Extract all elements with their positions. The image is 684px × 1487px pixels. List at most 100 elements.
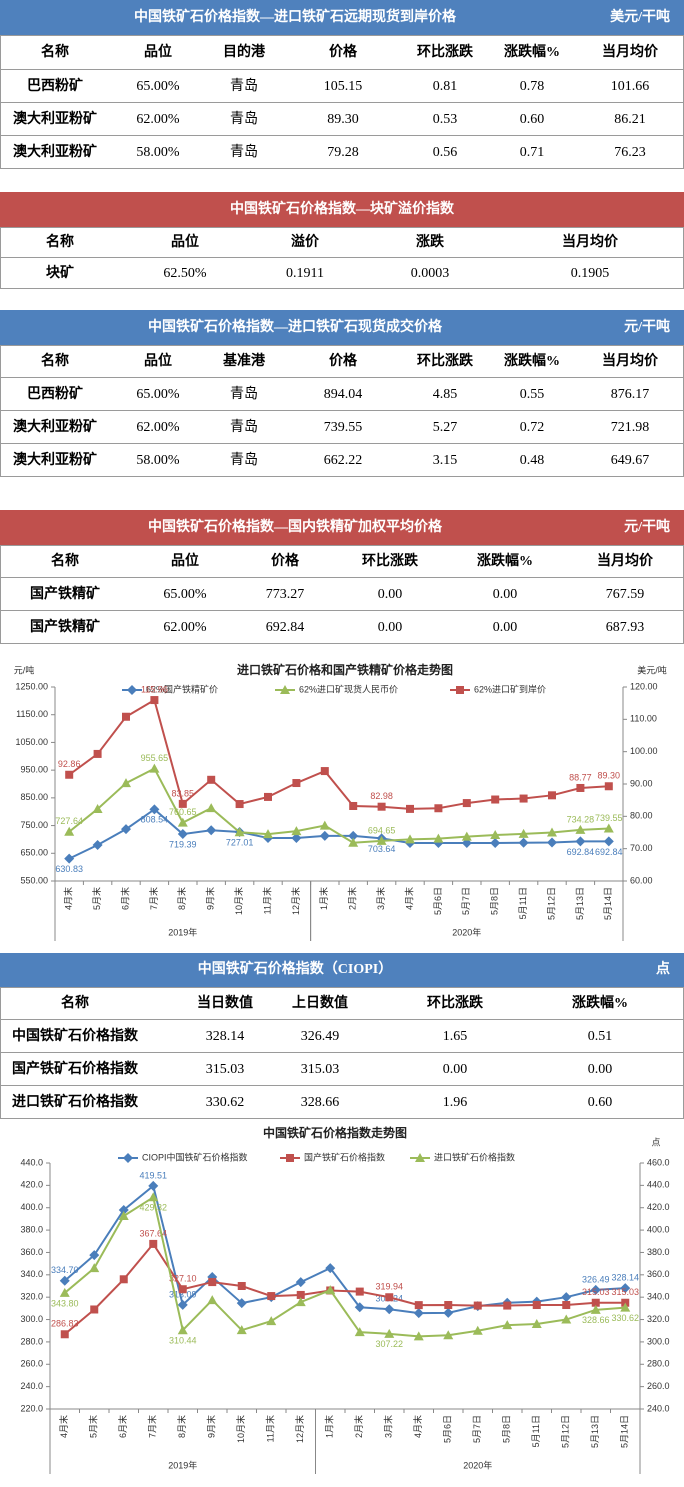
table: 中国铁矿石价格指数（CIOPI） 点名称 当日数值 上日数值 环比涨跌 涨跌幅% 中国铁矿石… xyxy=(0,953,684,1119)
x-tick-label: 5月末 xyxy=(88,1415,99,1438)
marker xyxy=(148,1192,159,1202)
cell: 65.00% xyxy=(136,79,180,94)
marker xyxy=(177,829,188,840)
cell: 0.00 xyxy=(442,1062,468,1077)
legend-label: 进口铁矿石价格指数 xyxy=(434,1151,515,1162)
data-label: 703.64 xyxy=(368,844,396,854)
marker xyxy=(266,1316,277,1326)
table-title: 中国铁矿石价格指数—国内铁精矿加权平均价格 xyxy=(148,520,442,535)
data-label: 82.98 xyxy=(370,791,393,801)
marker xyxy=(119,1275,128,1284)
column-header: 目的港 xyxy=(223,45,265,60)
y-tick-label: 950.00 xyxy=(20,765,48,775)
marker xyxy=(64,853,75,864)
legend-label: CIOPI中国铁矿石价格指数 xyxy=(142,1151,248,1162)
marker xyxy=(576,783,585,792)
marker xyxy=(377,802,386,811)
cell: 0.60 xyxy=(587,1095,613,1110)
cell: 692.84 xyxy=(265,620,305,635)
marker xyxy=(385,1293,394,1302)
data-label: 808.54 xyxy=(141,815,169,825)
marker xyxy=(264,792,272,801)
column-header: 名称 xyxy=(61,996,89,1011)
marker xyxy=(92,803,103,813)
marker xyxy=(456,686,464,694)
y-axis-label: 元/吨 xyxy=(14,664,35,675)
data-label: 328.66 xyxy=(582,1315,610,1325)
y2-tick-label: 400.0 xyxy=(647,1224,670,1234)
row-name: 巴西粉矿 xyxy=(27,387,83,402)
cell: 721.98 xyxy=(610,420,650,435)
row-name: 进口铁矿石价格指数 xyxy=(12,1095,138,1110)
marker xyxy=(413,1308,424,1319)
cell: 1.65 xyxy=(442,1029,468,1044)
cell: 876.17 xyxy=(610,387,650,402)
marker xyxy=(490,829,501,839)
column-header: 环比涨跌 xyxy=(427,996,483,1011)
marker xyxy=(384,1328,395,1338)
chart-title: 中国铁矿石价格指数走势图 xyxy=(263,1125,407,1140)
marker xyxy=(267,1292,276,1301)
cell: 0.00 xyxy=(587,1062,613,1077)
y-tick-label: 1050.00 xyxy=(15,737,48,747)
x-tick-label: 1月末 xyxy=(318,887,329,910)
y2-tick-label: 320.0 xyxy=(647,1314,670,1324)
y2-tick-label: 440.0 xyxy=(647,1180,670,1190)
cell: 58.00% xyxy=(136,453,180,468)
column-header: 涨跌 xyxy=(416,235,444,250)
cell: 662.22 xyxy=(323,453,363,468)
y-tick-label: 400.0 xyxy=(20,1202,43,1212)
cell: 0.00 xyxy=(492,587,518,602)
x-tick-label: 7月末 xyxy=(148,887,159,910)
marker xyxy=(236,1298,247,1309)
data-label: 313.09 xyxy=(169,1289,197,1299)
cell: 0.71 xyxy=(519,145,545,160)
table-title-bar xyxy=(0,510,684,545)
row-line xyxy=(0,168,684,169)
marker xyxy=(443,1330,454,1340)
marker xyxy=(148,1180,159,1191)
data-label: 734.28 xyxy=(567,814,595,824)
y-tick-label: 220.0 xyxy=(20,1403,43,1413)
marker xyxy=(590,1284,601,1295)
table: 中国铁矿石价格指数—块矿溢价指数 名称 品位 溢价 涨跌 当月均价 块矿 62.50% 0.19… xyxy=(0,192,684,289)
marker xyxy=(444,1301,453,1310)
marker xyxy=(561,1314,572,1324)
y2-tick-label: 460.0 xyxy=(647,1157,670,1167)
marker xyxy=(295,1297,306,1307)
column-header: 涨跌幅% xyxy=(572,996,628,1011)
data-label: 694.65 xyxy=(368,825,396,835)
group-label: 2019年 xyxy=(168,926,197,937)
marker xyxy=(473,1301,482,1310)
y2-tick-label: 360.0 xyxy=(647,1269,670,1279)
column-header: 品位 xyxy=(171,235,199,250)
marker xyxy=(150,696,159,705)
x-tick-label: 5月14日 xyxy=(603,887,613,920)
column-header: 上日数值 xyxy=(292,996,348,1011)
column-header: 品位 xyxy=(171,554,199,569)
table-unit: 美元/干吨 xyxy=(610,10,670,25)
y2-axis-label: 美元/吨 xyxy=(637,664,667,675)
marker xyxy=(531,1319,542,1329)
marker xyxy=(235,800,244,809)
data-label: 343.80 xyxy=(51,1298,79,1308)
marker xyxy=(207,775,216,784)
cell: 青岛 xyxy=(230,420,258,435)
marker xyxy=(263,829,273,839)
marker xyxy=(208,1278,217,1287)
cell: 315.03 xyxy=(300,1062,340,1077)
column-header: 名称 xyxy=(41,45,69,60)
cell: 773.27 xyxy=(265,587,305,602)
y-tick-label: 300.0 xyxy=(20,1314,43,1324)
row-name: 块矿 xyxy=(46,266,74,281)
marker xyxy=(206,803,217,813)
marker xyxy=(118,1211,129,1221)
marker xyxy=(319,830,330,841)
marker xyxy=(519,794,528,803)
cell: 0.60 xyxy=(519,112,545,127)
table-title-bar xyxy=(0,953,684,987)
marker xyxy=(59,1275,70,1286)
data-label: 328.14 xyxy=(611,1272,639,1282)
cell: 0.00 xyxy=(492,620,518,635)
data-label: 330.62 xyxy=(611,1313,639,1323)
